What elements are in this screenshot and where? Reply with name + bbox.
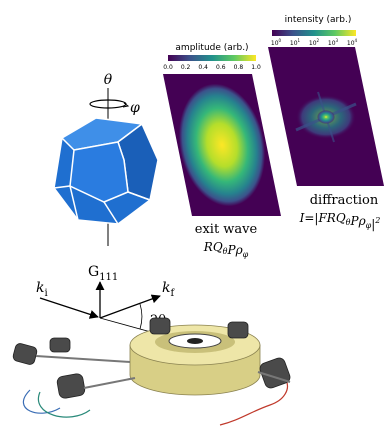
caption: diffraction	[310, 193, 379, 208]
tick-exp: 2	[317, 38, 320, 43]
tick-label: 100	[271, 38, 282, 47]
formula: I=|FRQθPρφ|2	[299, 211, 381, 231]
formula-part: ρ	[358, 214, 366, 228]
colorbar	[168, 55, 256, 61]
subscript: φ	[243, 250, 249, 259]
superscript: 2	[374, 216, 380, 225]
tick-exp: 3	[336, 38, 339, 43]
formula-part: I=|FR	[299, 211, 336, 225]
tick-label: 0.4	[198, 64, 208, 71]
symbol: k	[162, 280, 170, 296]
symbol: G	[88, 264, 99, 280]
tick-label: 0.6	[216, 64, 226, 71]
goniometer	[12, 318, 292, 425]
figure: θ φ amplitude (arb.) 0.00.20.40.60.81.0 …	[0, 0, 389, 429]
tick-base: 10	[347, 40, 355, 47]
tick-base: 10	[309, 40, 317, 47]
formula-part: ρ	[235, 243, 243, 257]
formula-part: Q	[336, 211, 346, 225]
tick-label: 0.0	[163, 64, 173, 71]
formula-part: Q	[213, 240, 223, 254]
tick-exp: 1	[298, 38, 301, 43]
tick-label: 102	[309, 38, 320, 47]
colorbar	[272, 30, 356, 36]
crystal: θ φ	[54, 72, 158, 246]
subscript: f	[170, 288, 175, 299]
formula: RQθPρφ	[203, 240, 249, 259]
formula-part: R	[203, 240, 213, 254]
phi-label: φ	[130, 100, 140, 116]
caption: exit wave	[195, 222, 258, 237]
amplitude-panel: amplitude (arb.) 0.0 0.2 0.4 0.6 0.8 1.0	[160, 43, 290, 220]
tick-label: 104	[347, 38, 358, 47]
g-label: G111	[88, 264, 118, 283]
subscript: i	[44, 288, 47, 299]
ki-label: ki	[36, 280, 48, 299]
kf-label: kf	[162, 280, 175, 299]
theta-label: θ	[104, 72, 113, 88]
tick-base: 10	[328, 40, 336, 47]
tick-exp: 0	[279, 38, 282, 43]
colorbar-label: intensity (arb.)	[285, 15, 352, 25]
tick-base: 10	[290, 40, 298, 47]
tick-label: 1.0	[251, 64, 261, 71]
subscript: 111	[99, 272, 118, 283]
tick-label: 0.2	[181, 64, 191, 71]
colorbar-label: amplitude (arb.)	[175, 43, 248, 53]
tick-label: 103	[328, 38, 339, 47]
symbol: k	[36, 280, 44, 296]
tick-exp: 4	[355, 38, 358, 43]
tick-label: 0.8	[234, 64, 244, 71]
tick-base: 10	[271, 40, 279, 47]
tick-label: 101	[290, 38, 301, 47]
